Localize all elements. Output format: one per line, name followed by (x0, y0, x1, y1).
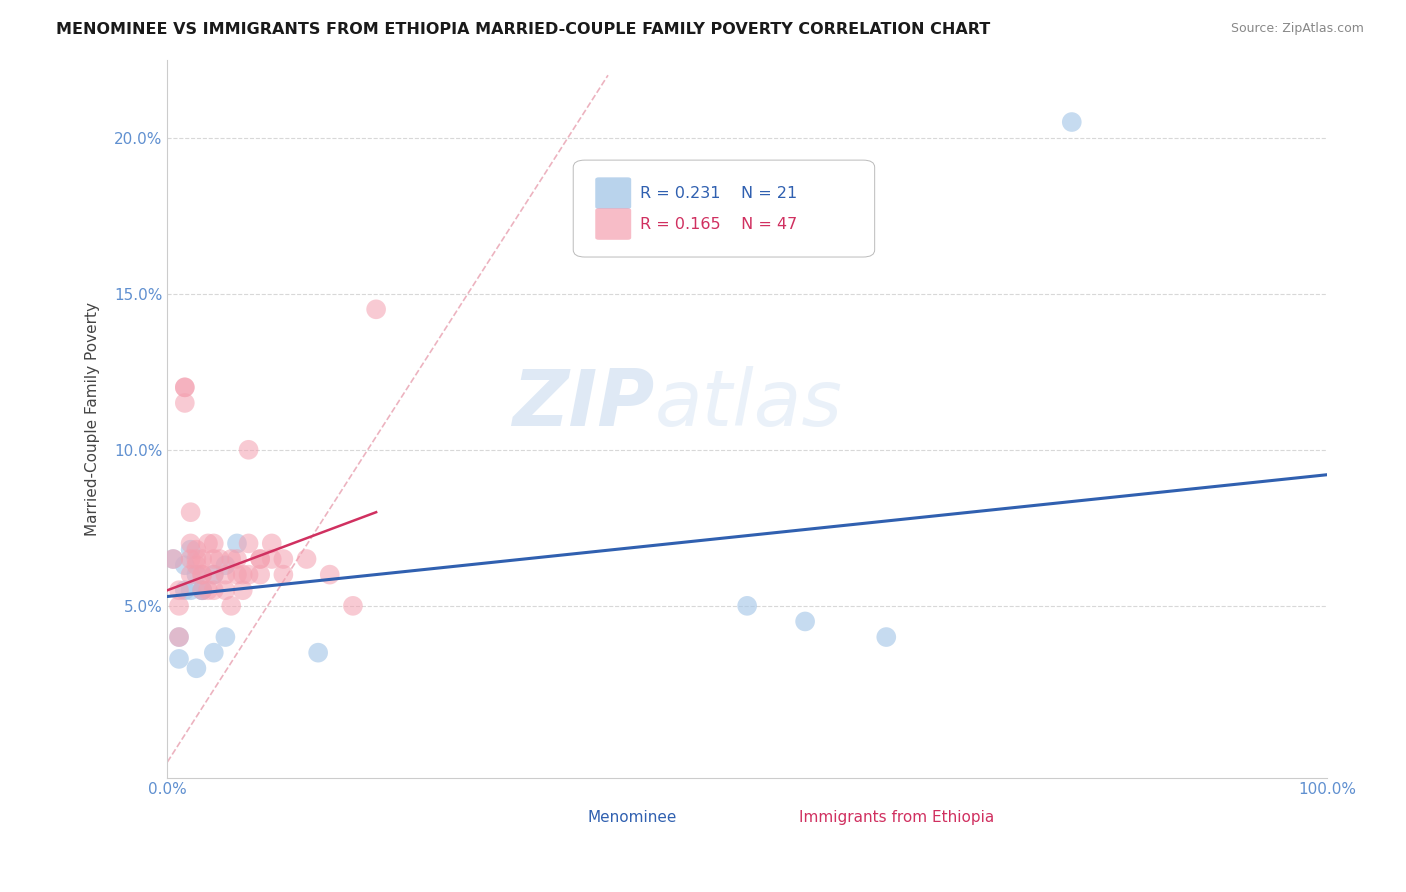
FancyBboxPatch shape (755, 805, 792, 832)
FancyBboxPatch shape (574, 160, 875, 257)
Point (1060, 115, 1083, 129)
Point (202, 646, 225, 660)
Point (202, 583, 225, 598)
Point (173, 380, 195, 394)
Point (260, 536, 283, 550)
Point (173, 380, 195, 394)
Point (226, 567, 249, 582)
Point (226, 552, 249, 566)
Point (191, 583, 214, 598)
Point (162, 552, 184, 566)
Point (273, 567, 295, 582)
FancyBboxPatch shape (543, 805, 579, 832)
Point (238, 442, 260, 457)
Point (173, 558, 195, 573)
Point (167, 652, 190, 666)
Point (249, 552, 271, 566)
Point (226, 536, 249, 550)
FancyBboxPatch shape (595, 208, 631, 240)
Point (214, 583, 236, 598)
Point (173, 396, 195, 410)
Y-axis label: Married-Couple Family Poverty: Married-Couple Family Poverty (86, 301, 100, 535)
Point (197, 536, 219, 550)
Point (186, 567, 208, 582)
Point (167, 630, 190, 644)
Text: R = 0.165    N = 47: R = 0.165 N = 47 (641, 217, 797, 232)
Point (202, 552, 225, 566)
Point (186, 661, 208, 675)
Point (238, 536, 260, 550)
Point (249, 552, 271, 566)
Point (232, 583, 254, 598)
Point (238, 567, 260, 582)
Point (191, 552, 214, 566)
Point (191, 583, 214, 598)
Text: ZIP: ZIP (512, 367, 654, 442)
Point (273, 552, 295, 566)
Point (219, 599, 242, 613)
Point (186, 558, 208, 573)
Text: MENOMINEE VS IMMIGRANTS FROM ETHIOPIA MARRIED-COUPLE FAMILY POVERTY CORRELATION : MENOMINEE VS IMMIGRANTS FROM ETHIOPIA MA… (56, 22, 990, 37)
Text: R = 0.231    N = 21: R = 0.231 N = 21 (641, 186, 797, 201)
Point (214, 567, 236, 582)
Text: Menominee: Menominee (588, 810, 676, 825)
Point (180, 552, 202, 566)
Point (342, 599, 364, 613)
Point (366, 302, 388, 317)
Text: Immigrants from Ethiopia: Immigrants from Ethiopia (800, 810, 994, 825)
Point (260, 552, 283, 566)
Point (191, 567, 214, 582)
Point (202, 536, 225, 550)
Point (191, 567, 214, 582)
Point (214, 558, 236, 573)
Point (232, 567, 254, 582)
Point (180, 567, 202, 582)
Point (180, 536, 202, 550)
FancyBboxPatch shape (595, 178, 631, 209)
Point (307, 646, 329, 660)
Point (208, 552, 231, 566)
Text: atlas: atlas (654, 367, 842, 442)
Point (167, 583, 190, 598)
Point (186, 552, 208, 566)
Point (197, 583, 219, 598)
Point (219, 552, 242, 566)
Point (191, 583, 214, 598)
Point (167, 630, 190, 644)
Point (249, 567, 271, 582)
Point (180, 583, 202, 598)
Point (162, 552, 184, 566)
Point (180, 505, 202, 519)
Point (319, 567, 342, 582)
Point (735, 599, 758, 613)
Point (875, 630, 897, 644)
Point (180, 542, 202, 557)
Point (173, 583, 195, 598)
Point (167, 599, 190, 613)
Point (202, 567, 225, 582)
Text: Source: ZipAtlas.com: Source: ZipAtlas.com (1230, 22, 1364, 36)
Point (186, 542, 208, 557)
Point (202, 567, 225, 582)
Point (214, 630, 236, 644)
Point (794, 615, 817, 629)
Point (295, 552, 318, 566)
